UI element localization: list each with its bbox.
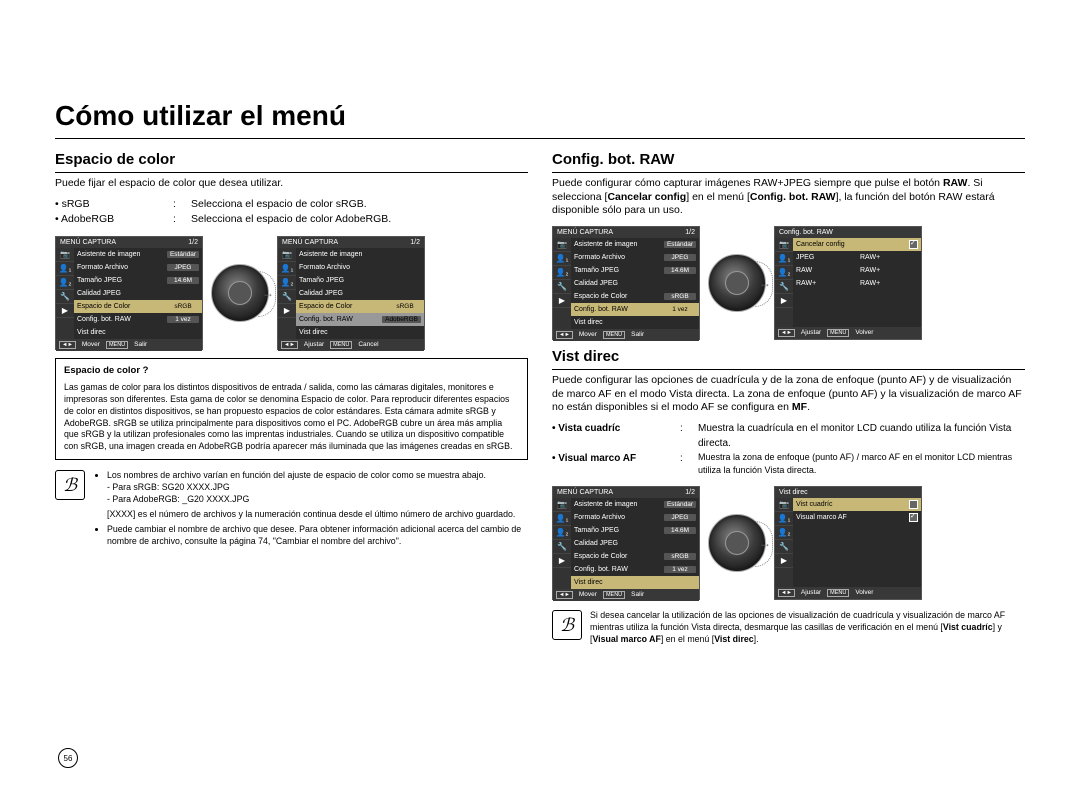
note-intro: Los nombres de archivo varían en función… [107, 470, 486, 480]
def-desc: Selecciona el espacio de color AdobeRGB. [191, 212, 528, 228]
screen-espacio-a: MENÚ CAPTURA1/2📷👤₁👤₂🔧▶Asistente de image… [55, 236, 203, 350]
t: . [807, 401, 810, 413]
info-heading: Espacio de color ? [64, 365, 519, 378]
page-number: 56 [58, 748, 78, 768]
t: ]. [754, 634, 759, 644]
info-text: Las gamas de color para los distintos di… [64, 382, 519, 453]
screen-vist-a: MENÚ CAPTURA1/2📷👤₁👤₂🔧▶Asistente de image… [552, 486, 700, 600]
def-term: • sRGB [55, 197, 165, 213]
raw-intro: Puede configurar cómo capturar imágenes … [552, 177, 1025, 218]
espacio-intro: Puede fijar el espacio de color que dese… [55, 177, 528, 191]
def-sep: : [680, 451, 690, 466]
t: Visual marco AF [592, 634, 660, 644]
page-title: Cómo utilizar el menú [55, 100, 1025, 132]
note-rename: Puede cambiar el nombre de archivo que d… [107, 524, 528, 548]
vist-screens: MENÚ CAPTURA1/2📷👤₁👤₂🔧▶Asistente de image… [552, 486, 1025, 600]
note-xxxx: [XXXX] es el número de archivos y la num… [107, 509, 528, 521]
t: Vist direc [714, 634, 753, 644]
def-visual-marco: • Visual marco AF : Muestra la zona de e… [552, 451, 1025, 478]
espacio-info-box: Espacio de color ? Las gamas de color pa… [55, 358, 528, 460]
def-adobergb: • AdobeRGB : Selecciona el espacio de co… [55, 212, 528, 228]
screen-vist-b: Vist direc📷👤₁👤₂🔧▶Vist cuadrícVisual marc… [774, 486, 922, 600]
dial-icon [708, 514, 766, 572]
t: ] en el menú [ [661, 634, 714, 644]
t: MF [792, 401, 807, 413]
espacio-rule [55, 172, 528, 173]
t: Puede configurar las opciones de cuadríc… [552, 374, 1022, 413]
note-text: Si desea cancelar la utilización de las … [590, 610, 1025, 646]
t: Config. bot. RAW [750, 191, 836, 203]
note-filenames: Los nombres de archivo varían en función… [107, 470, 528, 521]
def-term: • Visual marco AF [552, 451, 672, 466]
two-column-layout: Espacio de color Puede fijar el espacio … [55, 149, 1025, 645]
espacio-note: ℬ Los nombres de archivo varían en funci… [55, 470, 528, 550]
def-desc: Selecciona el espacio de color sRGB. [191, 197, 528, 213]
raw-screens: MENÚ CAPTURA1/2📷👤₁👤₂🔧▶Asistente de image… [552, 226, 1025, 340]
t: RAW [943, 177, 968, 189]
note-srgb: - Para sRGB: SG20 XXXX.JPG [107, 482, 528, 494]
def-sep: : [173, 197, 183, 213]
dial-icon [211, 264, 269, 322]
raw-rule [552, 172, 1025, 173]
espacio-heading: Espacio de color [55, 151, 528, 168]
def-term: • AdobeRGB [55, 212, 165, 228]
vist-heading: Vist direc [552, 348, 1025, 365]
screen-espacio-b: MENÚ CAPTURA1/2📷👤₁👤₂🔧▶Asistente de image… [277, 236, 425, 350]
vist-note: ℬ Si desea cancelar la utilización de la… [552, 610, 1025, 646]
def-desc: Muestra la cuadrícula en el monitor LCD … [698, 421, 1025, 451]
def-sep: : [680, 421, 690, 436]
screen-raw-b: Config. bot. RAW📷👤₁👤₂🔧▶Cancelar configJP… [774, 226, 922, 340]
def-sep: : [173, 212, 183, 228]
raw-heading: Config. bot. RAW [552, 151, 1025, 168]
t: Cancelar config [607, 191, 686, 203]
espacio-definitions: • sRGB : Selecciona el espacio de color … [55, 197, 528, 229]
vist-intro: Puede configurar las opciones de cuadríc… [552, 374, 1025, 415]
left-column: Espacio de color Puede fijar el espacio … [55, 149, 528, 645]
screen-raw-a: MENÚ CAPTURA1/2📷👤₁👤₂🔧▶Asistente de image… [552, 226, 700, 340]
def-srgb: • sRGB : Selecciona el espacio de color … [55, 197, 528, 213]
espacio-screens: MENÚ CAPTURA1/2📷👤₁👤₂🔧▶Asistente de image… [55, 236, 528, 350]
t: Vist cuadríc [943, 622, 993, 632]
vist-rule [552, 369, 1025, 370]
dial-icon [708, 254, 766, 312]
def-term: • Vista cuadríc [552, 421, 672, 436]
t: Puede configurar cómo capturar imágenes … [552, 177, 943, 189]
right-column: Config. bot. RAW Puede configurar cómo c… [552, 149, 1025, 645]
manual-page: Cómo utilizar el menú Espacio de color P… [0, 0, 1080, 790]
note-icon: ℬ [552, 610, 582, 640]
note-icon: ℬ [55, 470, 85, 500]
t: ] en el menú [ [686, 191, 750, 203]
def-vista-cuadric: • Vista cuadríc : Muestra la cuadrícula … [552, 421, 1025, 451]
vist-definitions: • Vista cuadríc : Muestra la cuadrícula … [552, 421, 1025, 478]
note-adobe: - Para AdobeRGB: _G20 XXXX.JPG [107, 494, 528, 506]
title-rule [55, 138, 1025, 139]
def-desc: Muestra la zona de enfoque (punto AF) / … [698, 451, 1025, 478]
note-text: Los nombres de archivo varían en función… [93, 470, 528, 550]
